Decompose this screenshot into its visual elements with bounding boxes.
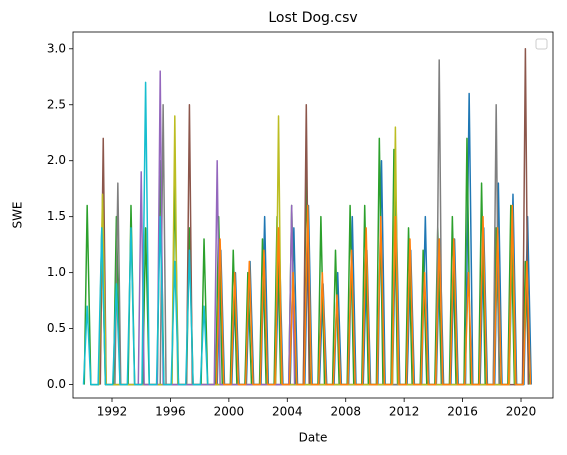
y-tick-label: 0.0 <box>47 377 66 391</box>
x-tick-label: 2004 <box>272 405 303 419</box>
y-tick-label: 1.5 <box>47 209 66 223</box>
data-line <box>82 81 209 386</box>
plot-frame <box>72 31 554 399</box>
x-tick-label: 2016 <box>447 405 478 419</box>
x-tick-label: 1992 <box>97 405 128 419</box>
y-axis-label: SWE <box>11 201 25 228</box>
data-line <box>215 204 532 386</box>
data-line <box>137 70 296 386</box>
y-tick-label: 0.5 <box>47 321 66 335</box>
x-tick-label: 2000 <box>214 405 245 419</box>
y-tick-label: 3.0 <box>47 41 66 55</box>
y-tick-label: 2.0 <box>47 153 66 167</box>
x-axis-label: Date <box>299 431 328 445</box>
y-tick-label: 1.0 <box>47 265 66 279</box>
legend-box <box>535 38 548 50</box>
x-tick-label: 2020 <box>506 405 537 419</box>
x-tick-label: 2012 <box>389 405 420 419</box>
y-tick-label: 2.5 <box>47 97 66 111</box>
chart-title: Lost Dog.csv <box>268 10 357 26</box>
x-tick-label: 2008 <box>330 405 361 419</box>
x-tick-label: 1996 <box>155 405 186 419</box>
